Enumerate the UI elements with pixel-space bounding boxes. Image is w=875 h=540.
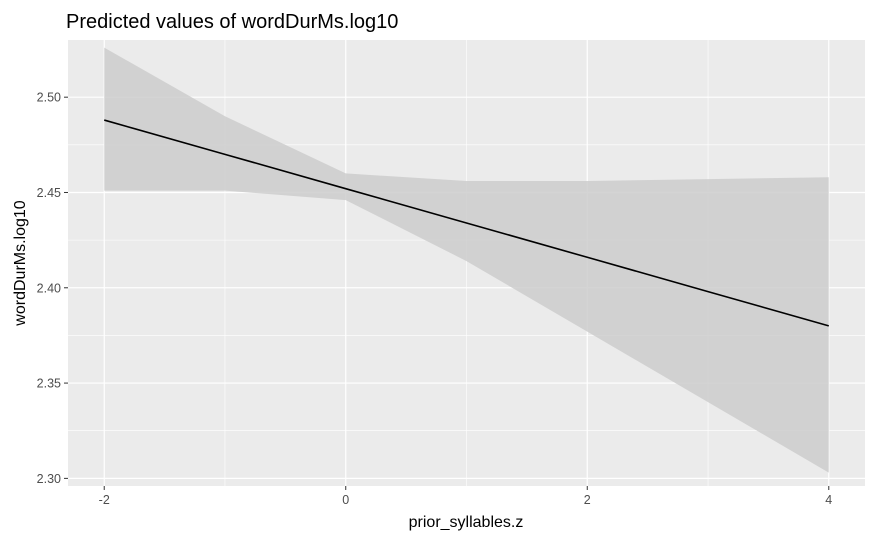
confidence-ribbon [104,47,829,473]
x-tick-label: 2 [584,493,591,507]
y-tick-label: 2.40 [37,281,61,295]
y-tick-label: 2.50 [37,91,61,105]
chart-title: Predicted values of wordDurMs.log10 [66,11,398,33]
x-tick-label: 0 [342,493,349,507]
x-tick-label: 4 [825,493,832,507]
x-axis: -2 0 2 4 [99,486,832,507]
y-axis: 2.30 2.35 2.40 2.45 2.50 [37,91,68,486]
y-axis-title: wordDurMs.log10 [12,200,29,326]
prediction-line [104,119,829,327]
y-tick-label: 2.30 [37,472,61,486]
y-tick-label: 2.35 [37,377,61,391]
x-tick-label: -2 [99,493,110,507]
y-tick-label: 2.45 [37,186,61,200]
x-axis-title: prior_syllables.z [409,514,524,531]
